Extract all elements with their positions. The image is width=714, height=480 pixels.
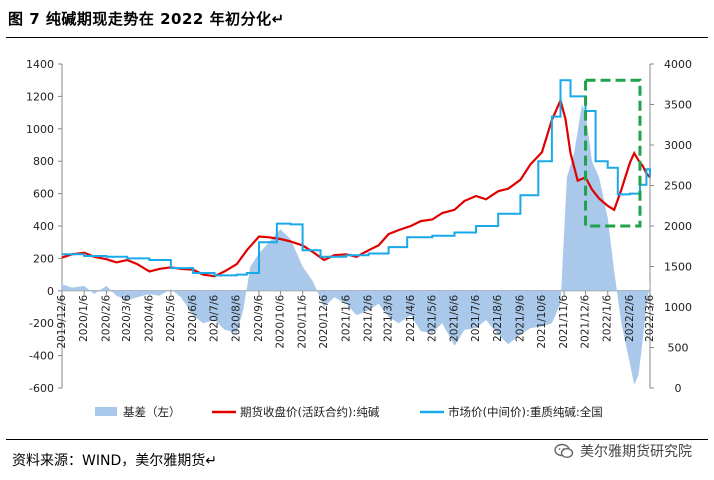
right-axis-tick-label: 1500 [664,261,692,274]
x-axis-tick-label: 2019/12/6 [56,294,68,348]
left-axis-tick-label: -200 [29,317,54,330]
left-axis-tick-label: 1200 [26,90,54,103]
left-axis-tick-label: 1000 [26,123,54,136]
source-note: 资料来源：WIND，美尔雅期货↵ [12,453,217,469]
source-divider [6,439,708,440]
right-axis-tick-label: 500 [668,342,689,355]
x-axis-tick-label: 2020/11/6 [297,294,309,348]
legend-label: 基差（左） [123,405,181,419]
right-axis-tick-label: 0 [675,382,682,395]
x-axis-tick-label: 2020/5/6 [165,294,177,341]
spot-price-line [62,79,651,277]
x-axis-tick-label: 2022/3/6 [644,294,656,341]
x-axis-tick-label: 2021/3/6 [383,294,395,341]
price-lines-layer [61,79,651,278]
basis-area-series [62,104,650,385]
x-axis-tick-label: 2020/3/6 [121,294,133,341]
right-axis-tick-label: 2000 [664,220,692,233]
x-axis-tick-label: 2020/2/6 [100,294,112,341]
x-axis-tick-label: 2020/8/6 [231,294,243,341]
x-axis-tick-label: 2021/10/6 [536,294,548,348]
x-axis-tick-label: 2021/1/6 [340,294,352,341]
x-axis-tick-label: 2020/1/6 [78,294,90,341]
left-axis-tick-label: -600 [29,382,54,395]
legend-swatch-basis [95,407,117,416]
x-axis-tick-label: 2021/11/6 [558,294,570,348]
legend-label: 期货收盘价(活跃合约):纯碱 [240,405,380,419]
title-divider [6,37,708,38]
chart: -600 -400 -200 0 200 400 600 800 1000 1200 1400 0 50… [26,58,692,419]
x-axis-tick-label: 2021/9/6 [514,294,526,341]
x-axis-tick-label: 2021/12/6 [580,294,592,348]
x-axis-tick-label: 2021/2/6 [363,294,375,341]
x-axis-tick-label: 2022/1/6 [602,294,614,341]
x-axis-tick-label: 2021/6/6 [448,294,460,341]
x-axis-tick-label: 2020/12/6 [318,294,330,348]
right-axis-tick-label: 4000 [664,58,692,71]
x-axis-tick-label: 2021/7/6 [470,294,482,341]
left-axis-tick-label: 400 [33,220,54,233]
basis-area-layer [62,104,650,385]
left-axis-tick-label: 0 [47,285,54,298]
highlight-box [584,78,642,228]
figure-title: 图 7 纯碱期现走势在 2022 年初分化↵ [8,10,285,28]
x-axis-tick-label: 2020/10/6 [274,294,286,348]
tick-labels-layer: -600 -400 -200 0 200 400 600 800 1000 1200 1400 0 50… [26,58,692,395]
x-axis-tick-label: 2020/9/6 [253,294,265,341]
left-axis-tick-label: 1400 [26,58,54,71]
right-axis-tick-label: 3500 [664,99,692,112]
x-axis-tick-label: 2022/2/6 [624,294,636,341]
right-axis-tick-label: 3000 [664,139,692,152]
right-axis-tick-label: 1000 [664,301,692,314]
x-axis-tick-label: 2021/5/6 [426,294,438,341]
x-axis-tick-label: 2020/7/6 [209,294,221,341]
legend: 基差（左） 期货收盘价(活跃合约):纯碱 市场价(中间价):重质纯碱:全国 [95,405,603,419]
x-axis-tick-label: 2020/6/6 [187,294,199,341]
highlight-box-layer [584,78,642,228]
left-axis-tick-label: -400 [29,350,54,363]
futures-price-line [61,97,651,278]
x-axis-tick-label: 2020/4/6 [143,294,155,341]
right-axis-tick-label: 2500 [664,180,692,193]
watermark: 美尔雅期货研究院 [554,441,692,461]
left-axis-tick-label: 600 [33,188,54,201]
wechat-icon [554,443,574,459]
x-axis-tick-label: 2021/4/6 [405,294,417,341]
x-axis-tick-label: 2021/8/6 [492,294,504,341]
left-axis-tick-label: 800 [33,155,54,168]
watermark-text: 美尔雅期货研究院 [580,444,692,460]
legend-label: 市场价(中间价):重质纯碱:全国 [448,405,603,419]
left-axis-tick-label: 200 [33,252,54,265]
